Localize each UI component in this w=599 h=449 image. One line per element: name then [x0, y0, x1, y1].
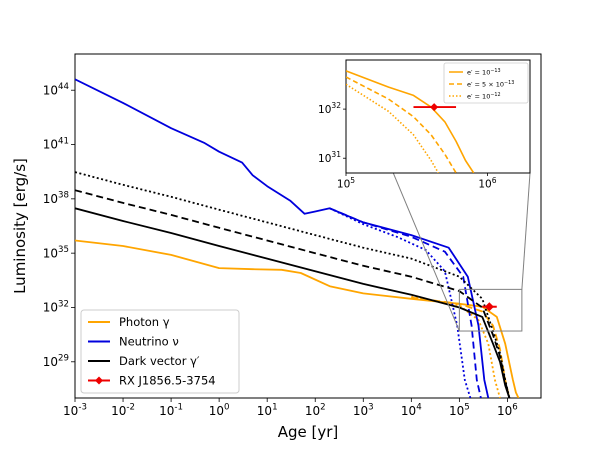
x-tick-label: 103 [353, 403, 374, 418]
x-tick-label: 10-2 [111, 403, 135, 418]
inset-legend-label: e′ = 5 × 10−13 [467, 80, 514, 89]
series-line-neutrino-solid [75, 78, 490, 398]
y-tick-label: 1041 [43, 136, 69, 151]
x-tick-label: 100 [209, 403, 230, 418]
data-point-marker [430, 103, 439, 112]
x-tick-label: 106 [497, 403, 518, 418]
y-tick-label: 1035 [43, 245, 69, 260]
data-point-marker [484, 302, 494, 312]
inset-series-group [346, 70, 475, 173]
x-tick-label: 10-3 [63, 403, 87, 418]
inset-legend-frame [443, 62, 529, 104]
main-x-axis: 10-3 10-2 10-1 100 101 102 103 104 105 106 [63, 398, 518, 418]
inset-legend-label: e′ = 10−13 [467, 68, 501, 77]
legend-item: Photon γ [88, 315, 170, 329]
y-tick-label: 1031 [318, 150, 341, 165]
x-axis-label: Age [yr] [278, 423, 339, 441]
series-line-dark-dashed [75, 189, 511, 398]
inset-plot: 105 106 1031 1032 e′ = 10−13 e′ = 5 × 10−13… [318, 59, 531, 191]
zoom-region-box [458, 288, 523, 332]
y-axis-label: Luminosity [erg/s] [11, 158, 29, 294]
x-tick-label: 105 [337, 176, 355, 191]
legend-frame [80, 309, 240, 394]
y-tick-label: 1044 [43, 82, 69, 97]
y-tick-label: 1038 [43, 191, 69, 206]
legend-item: Dark vector γ′ [88, 354, 200, 368]
series-line-neutrino-dotted [329, 207, 472, 398]
series-line-photon-solid [75, 239, 520, 398]
series-line-neutrino-dashed [329, 207, 482, 398]
main-y-axis: 1029 1032 1035 1038 1041 1044 [43, 82, 75, 369]
inset-x-axis: 105 106 [337, 173, 497, 191]
series-line-dark-solid [75, 207, 511, 398]
inset-rx-j1856-data-point [413, 103, 457, 112]
rx-j1856-data-point [482, 302, 497, 312]
legend-label: Dark vector γ′ [119, 354, 200, 368]
x-tick-label: 101 [257, 403, 278, 418]
legend-label: Neutrino ν [119, 335, 179, 349]
x-tick-label: 105 [449, 403, 470, 418]
main-legend: Photon γ Neutrino ν Dark vector γ′ RX J1856… [80, 309, 240, 394]
zoom-connector-line [521, 172, 531, 290]
series-line-inset-solid [346, 70, 475, 173]
inset-y-axis: 1031 1032 [318, 101, 346, 165]
series-line-inset-dotted [346, 83, 440, 173]
legend-label: RX J1856.5-3754 [119, 374, 216, 388]
legend-item: Neutrino ν [88, 335, 179, 349]
y-tick-label: 1029 [43, 354, 69, 369]
x-tick-label: 102 [305, 403, 326, 418]
inset-legend-label: e′ = 10−12 [467, 92, 501, 101]
y-tick-label: 1032 [318, 101, 341, 116]
inset-legend: e′ = 10−13 e′ = 5 × 10−13 e′ = 10−12 [443, 62, 529, 104]
series-line-inset-dashed [346, 76, 457, 173]
legend-label: Photon γ [119, 315, 170, 329]
legend-marker-swatch [95, 376, 103, 385]
x-tick-label: 10-1 [159, 403, 183, 418]
x-tick-label: 104 [401, 403, 422, 418]
x-tick-label: 106 [478, 176, 496, 191]
y-tick-label: 1032 [43, 299, 69, 314]
legend-item: RX J1856.5-3754 [88, 374, 216, 388]
